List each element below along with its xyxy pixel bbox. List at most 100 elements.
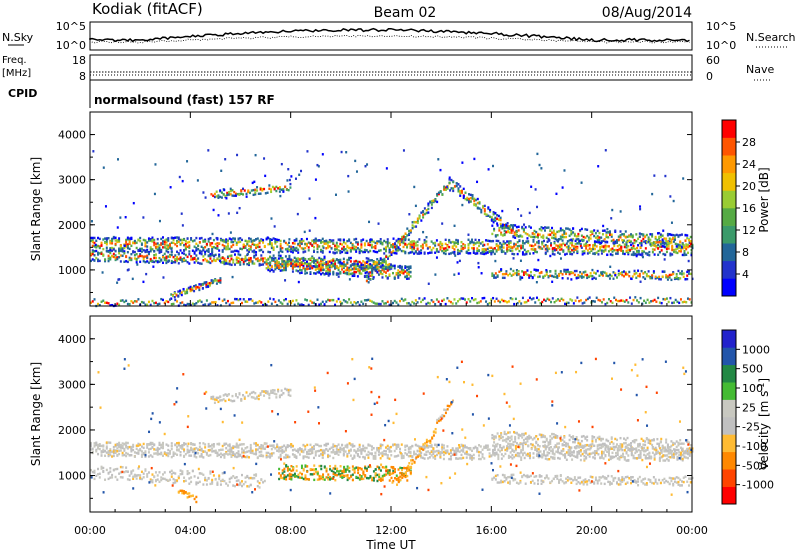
power-echo bbox=[207, 250, 210, 253]
power-echo bbox=[569, 242, 572, 245]
velocity-echo bbox=[521, 444, 524, 447]
power-echo bbox=[381, 266, 384, 269]
power-echo bbox=[665, 237, 668, 240]
power-noise bbox=[290, 175, 293, 178]
power-echo bbox=[173, 295, 176, 299]
power-echo bbox=[596, 239, 599, 242]
power-echo bbox=[204, 252, 207, 256]
power-echo bbox=[576, 242, 579, 245]
power-echo bbox=[544, 251, 547, 254]
power-echo bbox=[686, 277, 689, 281]
power-echo bbox=[385, 255, 388, 259]
power-echo bbox=[605, 274, 608, 277]
power-echo bbox=[179, 292, 182, 295]
power-echo bbox=[497, 214, 500, 218]
power-echo bbox=[600, 249, 603, 252]
velocity-echo bbox=[244, 455, 247, 459]
power-echo bbox=[630, 240, 633, 243]
power-echo bbox=[495, 243, 498, 246]
power-echo bbox=[565, 242, 568, 245]
power-echo bbox=[404, 270, 407, 273]
power-echo bbox=[388, 265, 391, 269]
velocity-echo bbox=[553, 452, 556, 456]
power-echo bbox=[411, 300, 414, 304]
velocity-echo bbox=[507, 447, 510, 450]
power-echo bbox=[281, 269, 284, 272]
power-echo bbox=[376, 266, 379, 269]
power-echo bbox=[540, 235, 543, 239]
velocity-echo bbox=[562, 453, 565, 457]
power-echo bbox=[180, 293, 183, 297]
power-echo bbox=[170, 297, 173, 300]
power-echo bbox=[274, 260, 277, 263]
power-echo bbox=[428, 302, 431, 305]
power-echo bbox=[579, 239, 582, 242]
velocity-echo bbox=[472, 453, 475, 457]
power-echo bbox=[662, 297, 665, 301]
power-echo bbox=[507, 240, 510, 243]
power-echo bbox=[304, 242, 307, 246]
power-echo bbox=[627, 252, 630, 256]
power-echo bbox=[414, 244, 417, 247]
power-echo bbox=[218, 249, 221, 252]
power-echo bbox=[513, 242, 516, 246]
velocity-echo bbox=[251, 449, 254, 453]
power-echo bbox=[436, 194, 439, 197]
velocity-echo bbox=[367, 443, 370, 446]
velocity-echo bbox=[453, 449, 456, 453]
power-echo bbox=[222, 193, 225, 196]
power-echo bbox=[232, 240, 235, 244]
power-echo bbox=[311, 256, 314, 260]
velocity-echo bbox=[186, 449, 189, 453]
power-noise bbox=[229, 231, 232, 234]
velocity-echo bbox=[543, 452, 546, 455]
power-echo bbox=[332, 242, 335, 245]
power-echo bbox=[524, 271, 527, 274]
power-echo bbox=[295, 264, 298, 267]
power-echo bbox=[93, 236, 96, 240]
power-echo bbox=[446, 297, 449, 300]
power-echo bbox=[386, 242, 389, 245]
power-echo bbox=[128, 237, 131, 240]
power-echo bbox=[219, 281, 222, 284]
power-echo bbox=[499, 216, 502, 220]
power-noise bbox=[104, 205, 107, 208]
power-echo bbox=[557, 298, 560, 301]
power-echo bbox=[334, 260, 337, 263]
power-echo bbox=[607, 245, 610, 248]
velocity-echo bbox=[439, 455, 442, 458]
velocity-echo bbox=[551, 448, 554, 451]
velocity-echo bbox=[119, 444, 122, 447]
power-echo bbox=[358, 266, 361, 269]
power-echo bbox=[522, 273, 525, 276]
power-echo bbox=[602, 245, 605, 249]
power-echo bbox=[546, 244, 549, 248]
power-echo bbox=[496, 275, 499, 278]
velocity-echo bbox=[393, 443, 396, 446]
power-echo bbox=[253, 255, 256, 259]
power-echo bbox=[225, 238, 228, 241]
power-echo bbox=[312, 250, 315, 253]
power-noise bbox=[131, 277, 134, 281]
velocity-echo bbox=[219, 452, 222, 455]
power-noise bbox=[473, 157, 476, 161]
power-echo bbox=[97, 251, 100, 254]
power-echo bbox=[379, 237, 382, 241]
power-echo bbox=[406, 243, 409, 247]
power-echo bbox=[384, 241, 387, 244]
power-echo bbox=[610, 274, 613, 278]
power-echo bbox=[604, 302, 607, 306]
velocity-echo bbox=[483, 445, 486, 449]
power-echo bbox=[337, 258, 340, 262]
power-echo bbox=[574, 239, 577, 243]
power-noise bbox=[196, 179, 199, 182]
velocity-echo bbox=[537, 455, 540, 459]
velocity-echo bbox=[298, 447, 301, 450]
power-echo bbox=[425, 302, 428, 306]
power-echo bbox=[97, 244, 100, 248]
power-echo bbox=[233, 190, 236, 194]
power-echo bbox=[563, 231, 566, 234]
power-echo bbox=[448, 245, 451, 249]
power-echo bbox=[594, 272, 597, 275]
power-echo bbox=[459, 189, 462, 193]
